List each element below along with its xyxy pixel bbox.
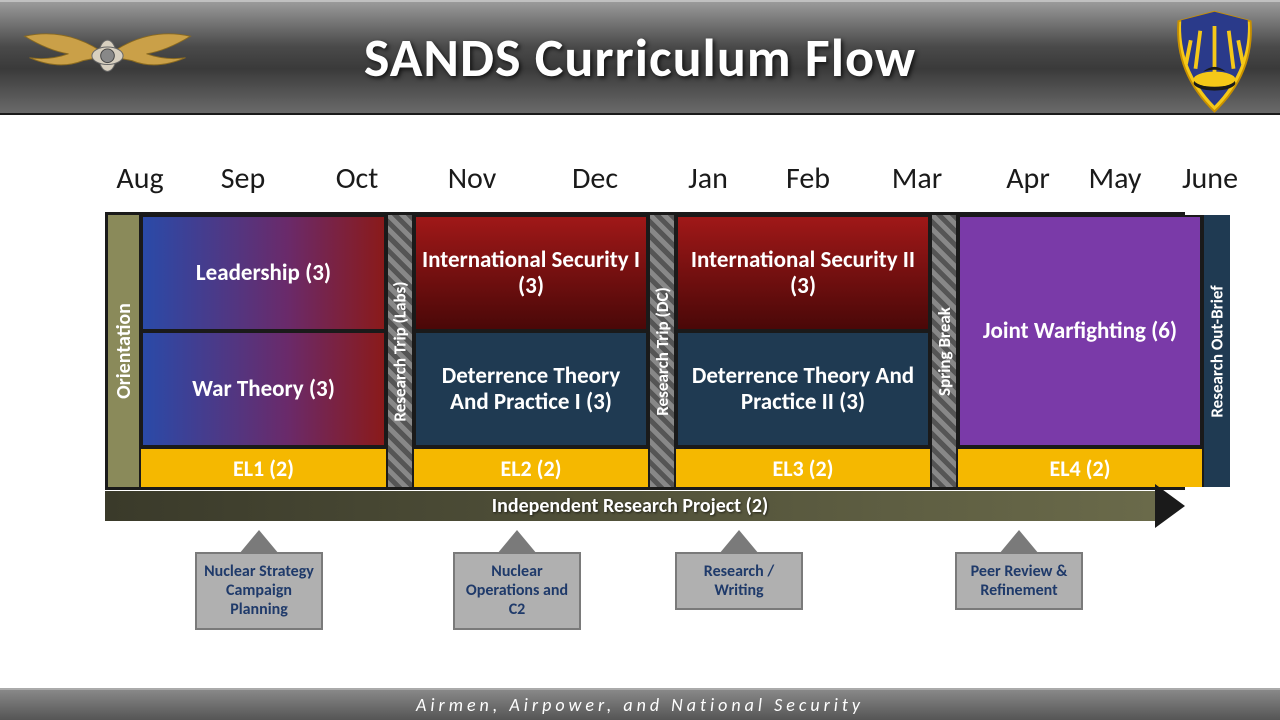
course-column: Joint Warfighting (6)EL4 (2)	[958, 215, 1202, 487]
callout: Research / Writing	[675, 552, 803, 610]
orientation-strip: Orientation	[108, 215, 141, 487]
elective-block: EL3 (2)	[676, 447, 930, 487]
footer-text: Airmen, Airpower, and National Security	[416, 694, 864, 716]
page-title: SANDS Curriculum Flow	[364, 25, 916, 91]
course-column: Leadership (3)War Theory (3)EL1 (2)	[141, 215, 386, 487]
course-block: Deterrence Theory And Practice I (3)	[414, 331, 648, 447]
callouts-row: Nuclear Strategy Campaign Planning Nuclea…	[105, 530, 1185, 670]
divider-strip: Spring Break	[930, 215, 958, 487]
callout-pointer-icon	[499, 532, 535, 554]
callout-box: Nuclear Strategy Campaign Planning	[195, 552, 323, 630]
course-block: War Theory (3)	[141, 331, 386, 447]
elective-block: EL4 (2)	[958, 447, 1202, 487]
course-block: Leadership (3)	[141, 215, 386, 331]
month-label: Feb	[768, 160, 848, 197]
orientation-label: Orientation	[112, 303, 136, 399]
course-block: Joint Warfighting (6)	[958, 215, 1202, 447]
month-label: Oct	[317, 160, 397, 197]
content-area: Aug Sep Oct Nov Dec Jan Feb Mar AprMay June Orien…	[0, 115, 1280, 670]
timeline-box: OrientationLeadership (3)War Theory (3)E…	[105, 212, 1185, 490]
shield-badge	[1167, 7, 1262, 117]
month-label: Apr	[988, 160, 1068, 197]
month-label: Dec	[555, 160, 635, 197]
month-label: Sep	[203, 160, 283, 197]
month-label: June	[1170, 160, 1250, 197]
wings-badge	[10, 7, 205, 107]
month-label: May	[1075, 160, 1155, 197]
month-label: Mar	[877, 160, 957, 197]
callout: Nuclear Strategy Campaign Planning	[195, 552, 323, 630]
course-block: International Security I (3)	[414, 215, 648, 331]
callout: Peer Review & Refinement	[955, 552, 1083, 610]
divider-strip: Research Trip (DC)	[648, 215, 676, 487]
divider-label: Research Trip (Labs)	[390, 281, 411, 421]
months-row: AugSepOctNovDecJanFebMarAprMayJune	[105, 160, 1185, 200]
header-bar: SANDS Curriculum Flow	[0, 0, 1280, 115]
divider-strip: Research Trip (Labs)	[386, 215, 414, 487]
divider-label: Research Trip (DC)	[652, 287, 673, 416]
month-label: Aug	[100, 160, 180, 197]
month-label: Jan	[668, 160, 748, 197]
elective-block: EL2 (2)	[414, 447, 648, 487]
course-block: Deterrence Theory And Practice II (3)	[676, 331, 930, 447]
course-block: International Security II (3)	[676, 215, 930, 331]
callout-pointer-icon	[241, 532, 277, 554]
elective-block: EL1 (2)	[141, 447, 386, 487]
outbrief-label: Research Out-Brief	[1207, 285, 1228, 417]
course-column: International Security II (3)Deterrence …	[676, 215, 930, 487]
footer-bar: Airmen, Airpower, and National Security	[0, 688, 1280, 720]
callout-box: Peer Review & Refinement	[955, 552, 1083, 610]
divider-label: Spring Break	[934, 307, 955, 396]
callout-box: Research / Writing	[675, 552, 803, 610]
research-arrow: Independent Research Project (2)	[105, 490, 1185, 522]
callout: Nuclear Operations and C2	[453, 552, 581, 630]
arrow-label: Independent Research Project (2)	[105, 491, 1155, 521]
outbrief-strip: Research Out-Brief	[1202, 215, 1230, 487]
callout-pointer-icon	[1001, 532, 1037, 554]
callout-box: Nuclear Operations and C2	[453, 552, 581, 630]
callout-pointer-icon	[721, 532, 757, 554]
month-label: Nov	[432, 160, 512, 197]
course-column: International Security I (3)Deterrence T…	[414, 215, 648, 487]
arrow-head-icon	[1155, 484, 1185, 528]
